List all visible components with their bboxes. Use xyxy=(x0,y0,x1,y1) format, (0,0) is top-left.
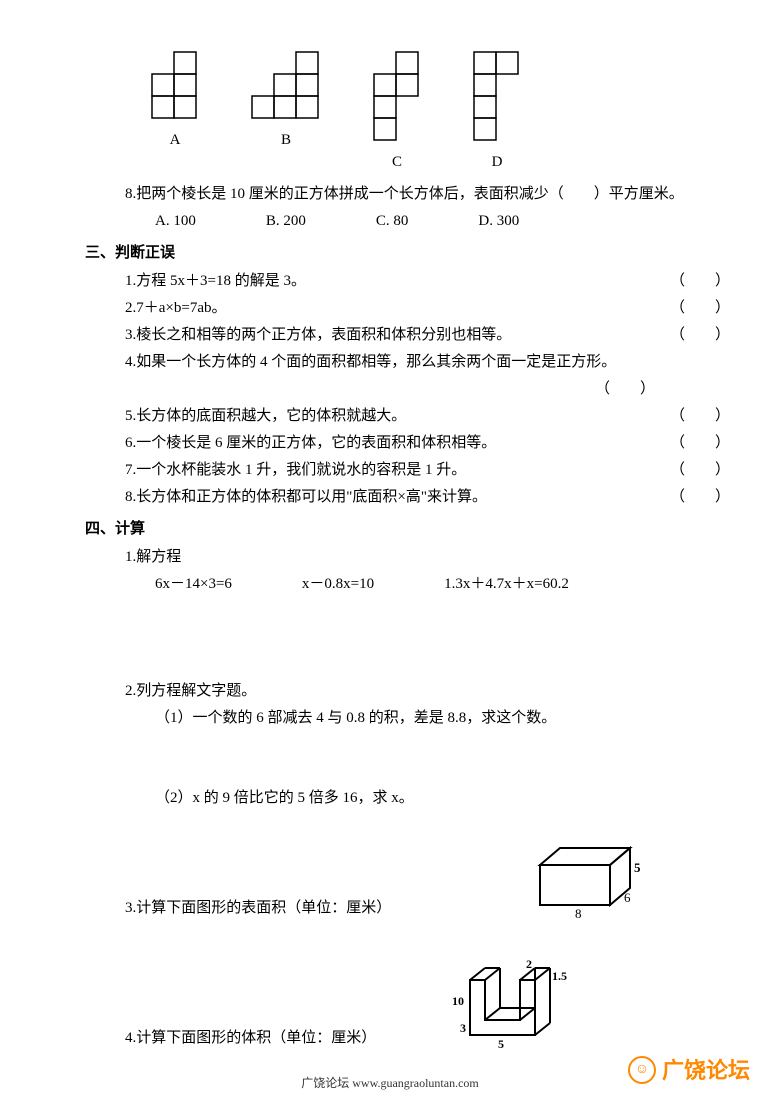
judge-item-6: 6. 一个棱长是 6 厘米的正方体，它的表面积和体积相等。 （ ） xyxy=(125,431,730,455)
judge-item-7: 7. 一个水杯能装水 1 升，我们就说水的容积是 1 升。 （ ） xyxy=(125,458,730,482)
svg-text:10: 10 xyxy=(452,994,464,1008)
s4-q2: 2. 列方程解文字题。 xyxy=(125,679,730,703)
s4-q2-num: 2. xyxy=(125,679,136,703)
judge-paren: （ ） xyxy=(670,323,730,347)
q8-opt-C: C. 80 xyxy=(376,209,409,233)
svg-text:5: 5 xyxy=(498,1037,504,1051)
shape-B: B xyxy=(250,50,322,174)
s4-q1-num: 1. xyxy=(125,545,136,569)
judge-num: 3. xyxy=(125,323,136,347)
shape-A: A xyxy=(150,50,200,174)
section4-title: 四、计算 xyxy=(85,517,730,541)
svg-text:5: 5 xyxy=(634,860,641,875)
s4-q4: 4. 计算下面图形的体积（单位：厘米） xyxy=(125,1026,730,1050)
judge-paren: （ ） xyxy=(670,404,730,428)
s4-q2-sub2: （2）x 的 9 倍比它的 5 倍多 16，求 x。 xyxy=(155,786,730,810)
s4-q1: 1. 解方程 xyxy=(125,545,730,569)
judge-num: 6. xyxy=(125,431,136,455)
s4-q3-text: 计算下面图形的表面积（单位：厘米） xyxy=(136,896,391,920)
q8-num: 8. xyxy=(125,182,136,206)
s4-q2-text: 列方程解文字题。 xyxy=(136,679,256,703)
judge-text: 7＋a×b=7ab。 xyxy=(136,296,650,320)
judge-num: 4. xyxy=(125,350,136,374)
svg-text:1.5: 1.5 xyxy=(552,969,567,983)
logo-text: 广饶论坛 xyxy=(662,1053,750,1088)
judge-paren: （ ） xyxy=(670,296,730,320)
shape-D: D xyxy=(472,50,522,174)
site-logo: ☺ 广饶论坛 xyxy=(628,1053,750,1088)
s4-q1-eqs: 6x－14×3=6 x－0.8x=10 1.3x＋4.7x＋x=60.2 xyxy=(155,572,730,596)
logo-icon: ☺ xyxy=(628,1056,656,1084)
svg-text:8: 8 xyxy=(575,906,582,920)
eq3: 1.3x＋4.7x＋x=60.2 xyxy=(444,572,569,596)
judge-num: 7. xyxy=(125,458,136,482)
s4-q3-num: 3. xyxy=(125,896,136,920)
judge-item-3: 3. 棱长之和相等的两个正方体，表面积和体积分别也相等。 （ ） xyxy=(125,323,730,347)
judge-paren: （ ） xyxy=(670,431,730,455)
shape-label-A: A xyxy=(170,128,181,152)
judge-item-2: 2. 7＋a×b=7ab。 （ ） xyxy=(125,296,730,320)
judge-num: 5. xyxy=(125,404,136,428)
judge-text: 方程 5x＋3=18 的解是 3。 xyxy=(136,269,650,293)
svg-text:2: 2 xyxy=(526,960,532,971)
u-shape-figure: 10 2 1.5 3 5 xyxy=(450,960,600,1063)
judge-text: 长方体和正方体的体积都可以用"底面积×高"来计算。 xyxy=(136,485,650,509)
s4-q1-text: 解方程 xyxy=(136,545,181,569)
judge-text: 棱长之和相等的两个正方体，表面积和体积分别也相等。 xyxy=(136,323,650,347)
judge-text: 如果一个长方体的 4 个面的面积都相等，那么其余两个面一定是正方形。 xyxy=(136,350,710,374)
svg-text:6: 6 xyxy=(624,890,631,905)
eq2: x－0.8x=10 xyxy=(302,572,374,596)
s4-q2-sub1: （1）一个数的 6 部减去 4 与 0.8 的积，差是 8.8，求这个数。 xyxy=(155,706,730,730)
shape-label-B: B xyxy=(281,128,291,152)
footer-text: 广饶论坛 www.guangraoluntan.com xyxy=(301,1074,479,1093)
q8: 8. 把两个棱长是 10 厘米的正方体拼成一个长方体后，表面积减少（ ）平方厘米… xyxy=(125,182,730,206)
svg-text:3: 3 xyxy=(460,1021,466,1035)
judge-item-1: 1. 方程 5x＋3=18 的解是 3。 （ ） xyxy=(125,269,730,293)
shape-C: C xyxy=(372,50,422,174)
section3-title: 三、判断正误 xyxy=(85,241,730,265)
eq1: 6x－14×3=6 xyxy=(155,572,232,596)
s4-q4-num: 4. xyxy=(125,1026,136,1050)
q8-text: 把两个棱长是 10 厘米的正方体拼成一个长方体后，表面积减少（ ）平方厘米。 xyxy=(136,182,684,206)
judge-text: 一个棱长是 6 厘米的正方体，它的表面积和体积相等。 xyxy=(136,431,650,455)
judge-text: 一个水杯能装水 1 升，我们就说水的容积是 1 升。 xyxy=(136,458,650,482)
judge-paren: （ ） xyxy=(670,458,730,482)
shapes-row: A B C D xyxy=(50,50,730,174)
judge-num: 1. xyxy=(125,269,136,293)
q8-opt-B: B. 200 xyxy=(266,209,306,233)
q8-opt-D: D. 300 xyxy=(478,209,519,233)
q8-options: A. 100 B. 200 C. 80 D. 300 xyxy=(155,209,730,233)
judge-num: 2. xyxy=(125,296,136,320)
shape-label-D: D xyxy=(492,150,503,174)
cuboid-figure: 8 6 5 xyxy=(530,840,660,928)
judge-item-4: 4. 如果一个长方体的 4 个面的面积都相等，那么其余两个面一定是正方形。 xyxy=(125,350,730,374)
judge-paren: （ ） xyxy=(670,269,730,293)
judge-num: 8. xyxy=(125,485,136,509)
shape-label-C: C xyxy=(392,150,402,174)
judge-paren: （ ） xyxy=(670,485,730,509)
judge-text: 长方体的底面积越大，它的体积就越大。 xyxy=(136,404,650,428)
judge-paren-below: （ ） xyxy=(125,377,730,401)
judge-item-5: 5. 长方体的底面积越大，它的体积就越大。 （ ） xyxy=(125,404,730,428)
q8-opt-A: A. 100 xyxy=(155,209,196,233)
s4-q4-text: 计算下面图形的体积（单位：厘米） xyxy=(136,1026,376,1050)
judge-item-8: 8. 长方体和正方体的体积都可以用"底面积×高"来计算。 （ ） xyxy=(125,485,730,509)
